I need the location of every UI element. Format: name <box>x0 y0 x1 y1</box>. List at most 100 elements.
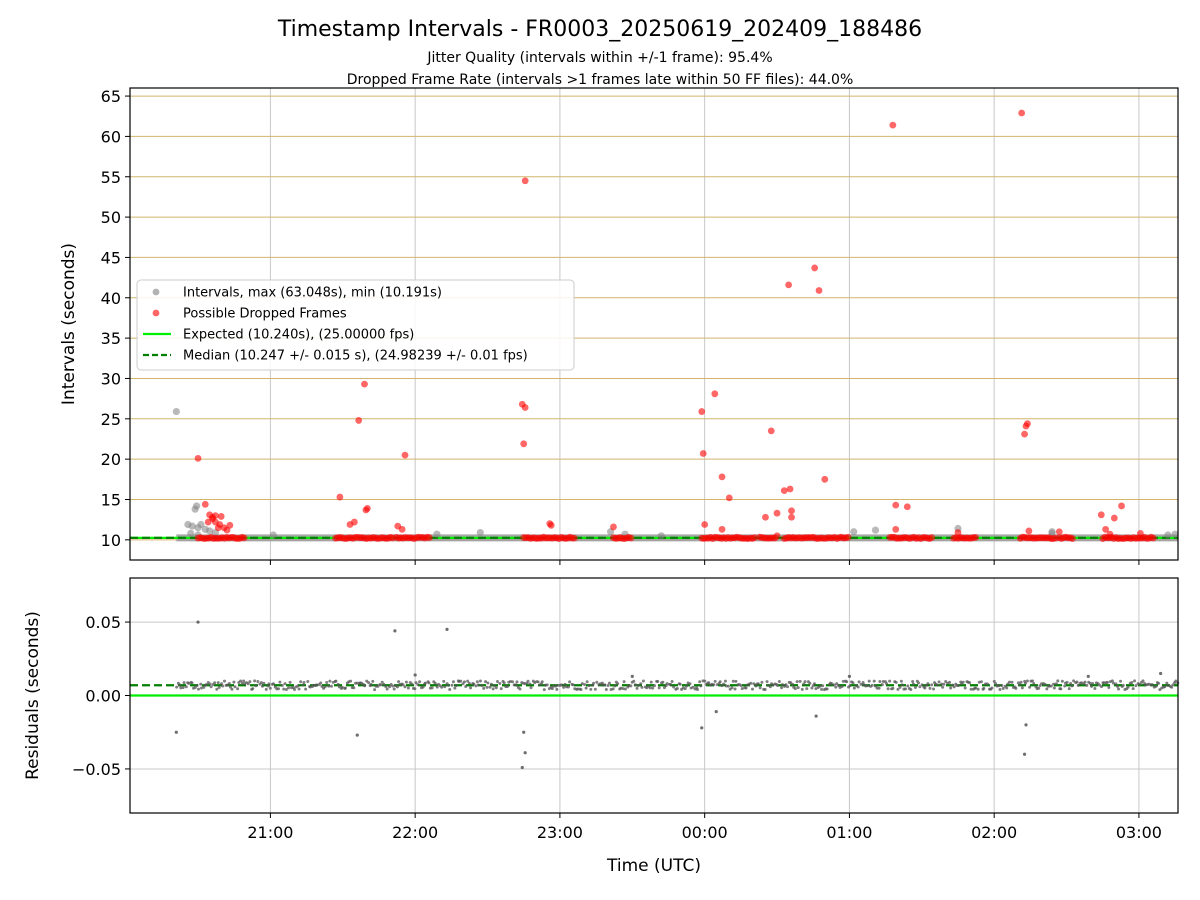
residual-point <box>775 684 779 688</box>
residual-point <box>632 679 636 683</box>
residual-point <box>1007 680 1011 684</box>
residual-point <box>349 679 353 683</box>
residual-point <box>726 684 730 688</box>
residual-point <box>433 681 437 685</box>
residual-point <box>913 685 917 689</box>
dropped-frame-point <box>773 509 781 517</box>
residual-point <box>1005 686 1009 690</box>
residual-point <box>251 687 255 691</box>
dropped-frame-point <box>701 521 709 528</box>
residual-point <box>562 685 566 689</box>
residual-point <box>648 686 652 690</box>
residual-point <box>221 684 225 688</box>
residual-point <box>363 684 367 688</box>
dropped-frame-point <box>570 534 578 542</box>
dropped-frame-point <box>928 534 936 541</box>
residual-point <box>1063 684 1067 688</box>
residual-point <box>239 679 243 683</box>
legend-entry-label: Possible Dropped Frames <box>183 307 347 322</box>
residual-point <box>395 685 399 689</box>
residual-point <box>607 681 611 685</box>
residual-point <box>382 682 386 686</box>
residual-point <box>808 681 812 685</box>
residual-point <box>195 683 199 687</box>
dropped-frame-point <box>788 513 795 521</box>
residual-point <box>763 688 767 692</box>
dropped-frame-point <box>1021 430 1028 438</box>
residual-point <box>623 687 627 691</box>
dropped-frame-point <box>1069 535 1076 542</box>
dropped-frame-point <box>954 529 962 536</box>
residual-point <box>920 683 924 687</box>
residual-point <box>566 685 570 689</box>
residual-point <box>1093 686 1097 690</box>
intervals-points <box>172 109 1179 543</box>
dropped-frame-point <box>762 513 769 521</box>
residual-point <box>518 687 522 691</box>
x-tick-label: 03:00 <box>1116 823 1162 842</box>
residual-point <box>248 680 252 684</box>
residual-point <box>979 680 983 684</box>
residual-point <box>376 684 380 688</box>
dropped-frame-point <box>751 534 758 542</box>
x-tick-label: 00:00 <box>682 823 728 842</box>
interval-point <box>269 531 277 539</box>
residual-point <box>766 683 770 687</box>
residual-point <box>900 683 904 687</box>
intervals-y-tick-label: 30 <box>101 369 121 388</box>
intervals-y-tick-label: 35 <box>101 329 121 348</box>
residual-point <box>718 680 722 684</box>
residual-point <box>472 682 476 686</box>
x-tick-label: 23:00 <box>537 823 583 842</box>
residual-point <box>526 679 530 683</box>
residual-point <box>861 680 865 684</box>
legend-entry-label: Intervals, max (63.048s), min (10.191s) <box>183 286 442 301</box>
residual-point <box>1115 684 1119 688</box>
residual-point <box>944 679 948 683</box>
residual-point <box>1166 683 1170 687</box>
residual-point <box>1150 683 1154 687</box>
residual-point <box>1107 685 1111 689</box>
dropped-frame-point <box>1024 420 1031 428</box>
residual-point <box>486 681 490 685</box>
interval-point <box>172 407 180 416</box>
dropped-frame-point <box>1018 109 1026 117</box>
dropped-frame-point <box>401 451 409 459</box>
residual-point <box>1090 684 1094 688</box>
residual-point <box>909 687 913 691</box>
residual-point <box>789 681 793 685</box>
residual-point <box>369 683 373 687</box>
residual-point <box>443 685 447 689</box>
residual-point <box>1171 683 1175 687</box>
chart-title: Timestamp Intervals - FR0003_20250619_20… <box>277 17 922 42</box>
residual-point <box>217 686 221 690</box>
residual-point <box>665 682 669 686</box>
intervals-y-tick-label: 45 <box>101 248 121 267</box>
residual-point <box>952 685 956 689</box>
residual-point <box>852 686 856 690</box>
residual-point <box>403 685 407 689</box>
residual-point <box>495 679 499 683</box>
residual-point <box>699 684 703 688</box>
residual-point <box>640 685 644 689</box>
residual-point <box>371 679 375 683</box>
residual-point <box>1134 684 1138 688</box>
residual-point <box>442 679 446 683</box>
intervals-y-tick-label: 55 <box>101 168 121 187</box>
residual-point <box>886 687 890 691</box>
residual-point <box>476 683 480 687</box>
residual-point <box>606 683 610 687</box>
residual-point <box>730 686 734 690</box>
residual-point <box>994 682 998 686</box>
dropped-frame-point <box>355 417 363 424</box>
residual-point <box>1037 686 1041 690</box>
dropped-frame-point <box>815 287 823 294</box>
residual-point <box>453 686 457 690</box>
interval-point <box>657 532 665 540</box>
residual-point <box>918 685 922 689</box>
residual-point <box>480 684 484 688</box>
dropped-frame-point <box>212 512 219 520</box>
residual-point <box>1170 685 1174 689</box>
chart-subtitle-1: Jitter Quality (intervals within +/-1 fr… <box>426 50 772 66</box>
residual-point <box>968 681 972 685</box>
